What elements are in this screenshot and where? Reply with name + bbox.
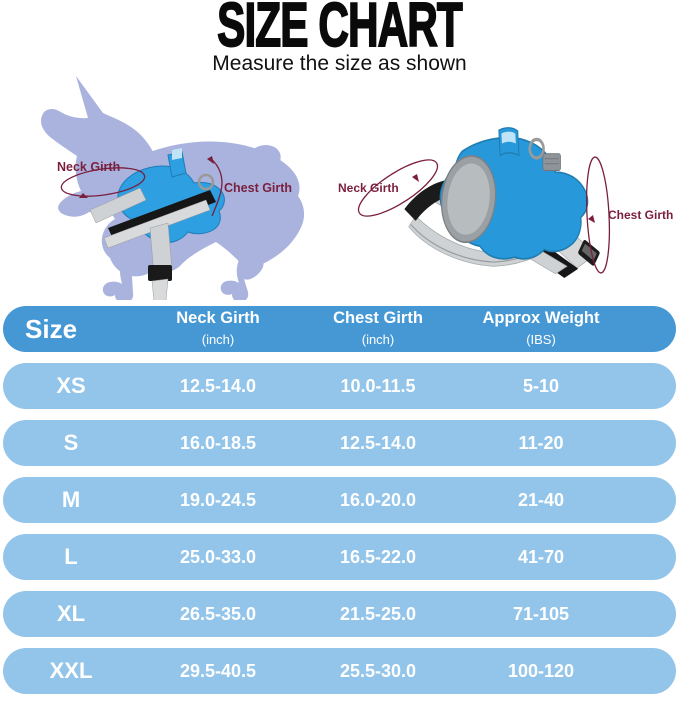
svg-text:Chest Girth: Chest Girth	[224, 181, 292, 195]
svg-text:Neck Girth: Neck Girth	[57, 160, 120, 174]
svg-text:Chest Girth: Chest Girth	[608, 208, 673, 222]
svg-text:Neck Girth: Neck Girth	[338, 181, 399, 195]
